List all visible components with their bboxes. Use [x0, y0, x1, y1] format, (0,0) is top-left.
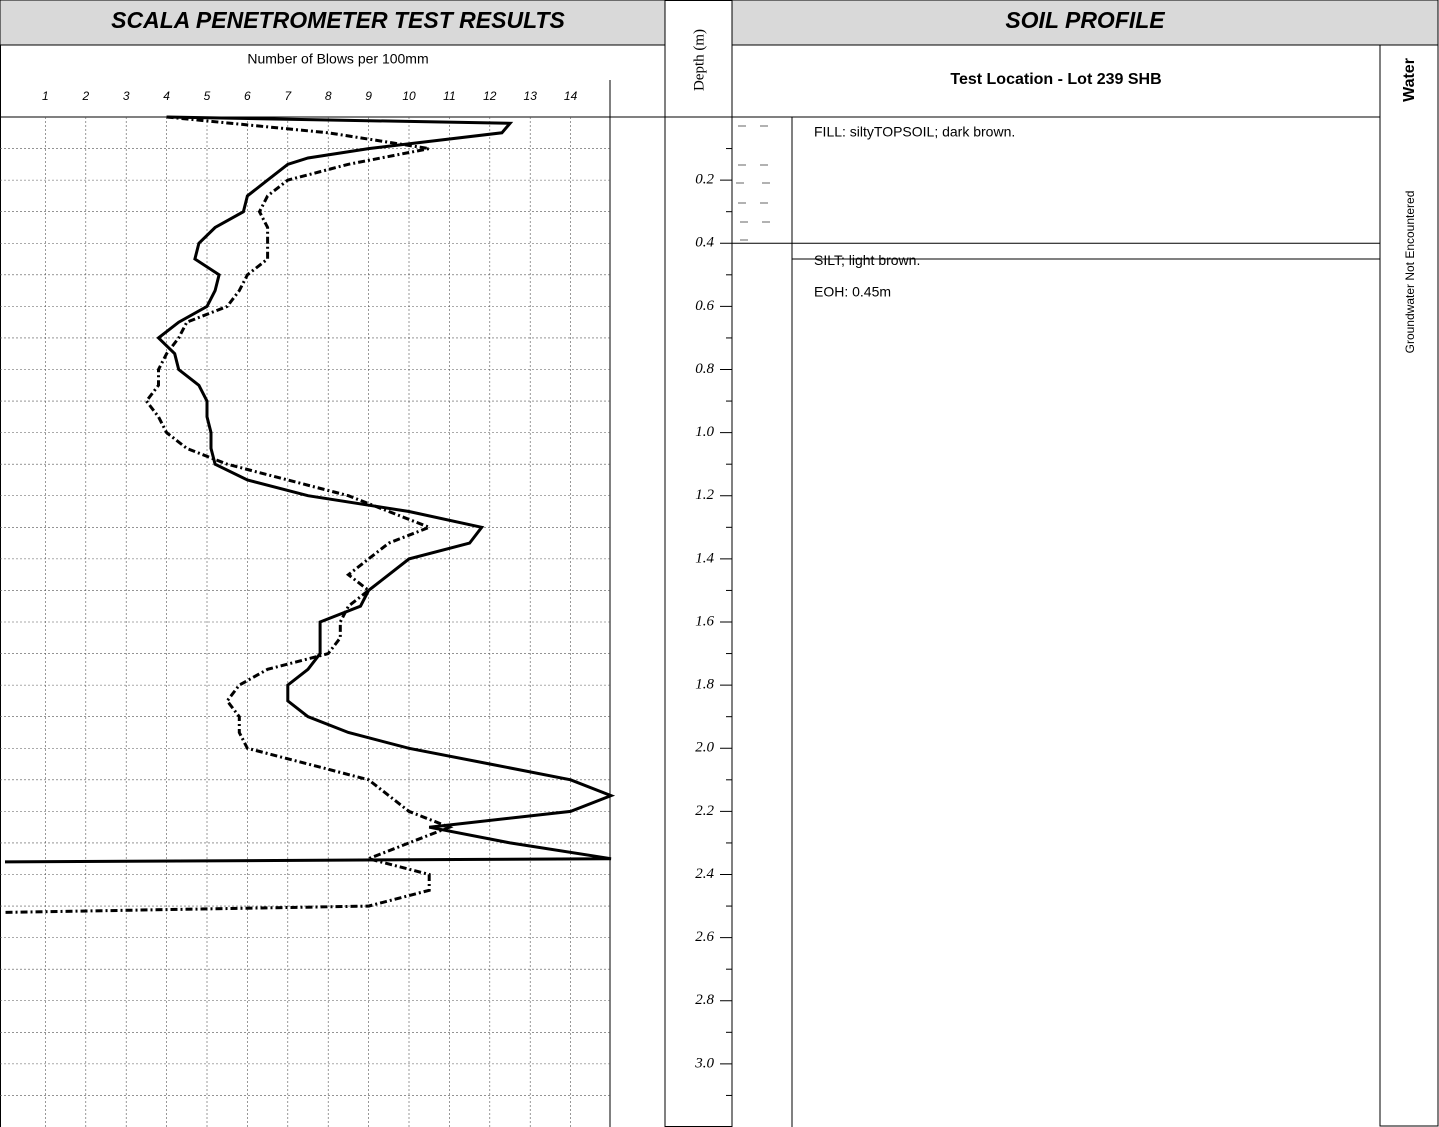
y-tick-label: 3.0: [694, 1055, 714, 1071]
y-tick-label: 1.0: [695, 424, 714, 440]
y-tick-label: 1.6: [695, 613, 714, 629]
x-tick-label: 14: [564, 89, 578, 103]
end-of-hole: EOH: 0.45m: [814, 284, 891, 300]
y-tick-label: 2.4: [695, 866, 714, 882]
x-tick-label: 7: [284, 89, 292, 103]
y-tick-label: 2.2: [695, 803, 714, 819]
y-tick-label: 2.8: [695, 992, 714, 1008]
water-header: Water: [1401, 58, 1418, 102]
blow-profile: [4, 115, 616, 864]
x-tick-label: 13: [524, 89, 538, 103]
y-tick-label: 0.4: [695, 235, 714, 251]
blow-profile: [4, 115, 454, 914]
y-tick-label: 0.8: [695, 361, 714, 377]
x-tick-label: 5: [204, 89, 211, 103]
chart-title: SCALA PENETROMETER TEST RESULTS: [111, 7, 565, 33]
left-header: [0, 0, 666, 46]
topsoil-symbol: [736, 125, 770, 241]
y-tick-label: 0.2: [695, 172, 714, 188]
x-tick-label: 2: [81, 89, 89, 103]
y-tick-label: 2.6: [695, 929, 714, 945]
y-tick-label: 1.8: [695, 677, 714, 693]
layer-description: SILT; light brown.: [814, 252, 920, 268]
y-tick-label: 0.6: [695, 298, 714, 314]
x-tick-label: 10: [402, 89, 416, 103]
x-tick-label: 3: [123, 89, 130, 103]
soil-title: SOIL PROFILE: [1005, 7, 1165, 33]
y-tick-label: 1.2: [695, 487, 714, 503]
x-tick-label: 9: [365, 89, 372, 103]
x-tick-label: 12: [483, 89, 497, 103]
y-tick-label: 1.4: [695, 550, 714, 566]
x-tick-label: 4: [163, 89, 170, 103]
y-tick-label: 2.0: [695, 740, 714, 756]
location: Test Location - Lot 239 SHB: [950, 71, 1161, 88]
water-note: Groundwater Not Encountered: [1403, 191, 1417, 354]
right-header: [731, 0, 1439, 46]
x-tick-label: 11: [443, 89, 455, 103]
x-tick-label: 6: [244, 89, 251, 103]
y-axis-label: Depth (m): [691, 29, 707, 91]
x-axis-label: Number of Blows per 100mm: [247, 51, 428, 67]
water-column: [1379, 44, 1439, 1127]
x-tick-label: 1: [42, 89, 49, 103]
layer-description: FILL: siltyTOPSOIL; dark brown.: [814, 124, 1015, 140]
x-tick-label: 8: [325, 89, 332, 103]
